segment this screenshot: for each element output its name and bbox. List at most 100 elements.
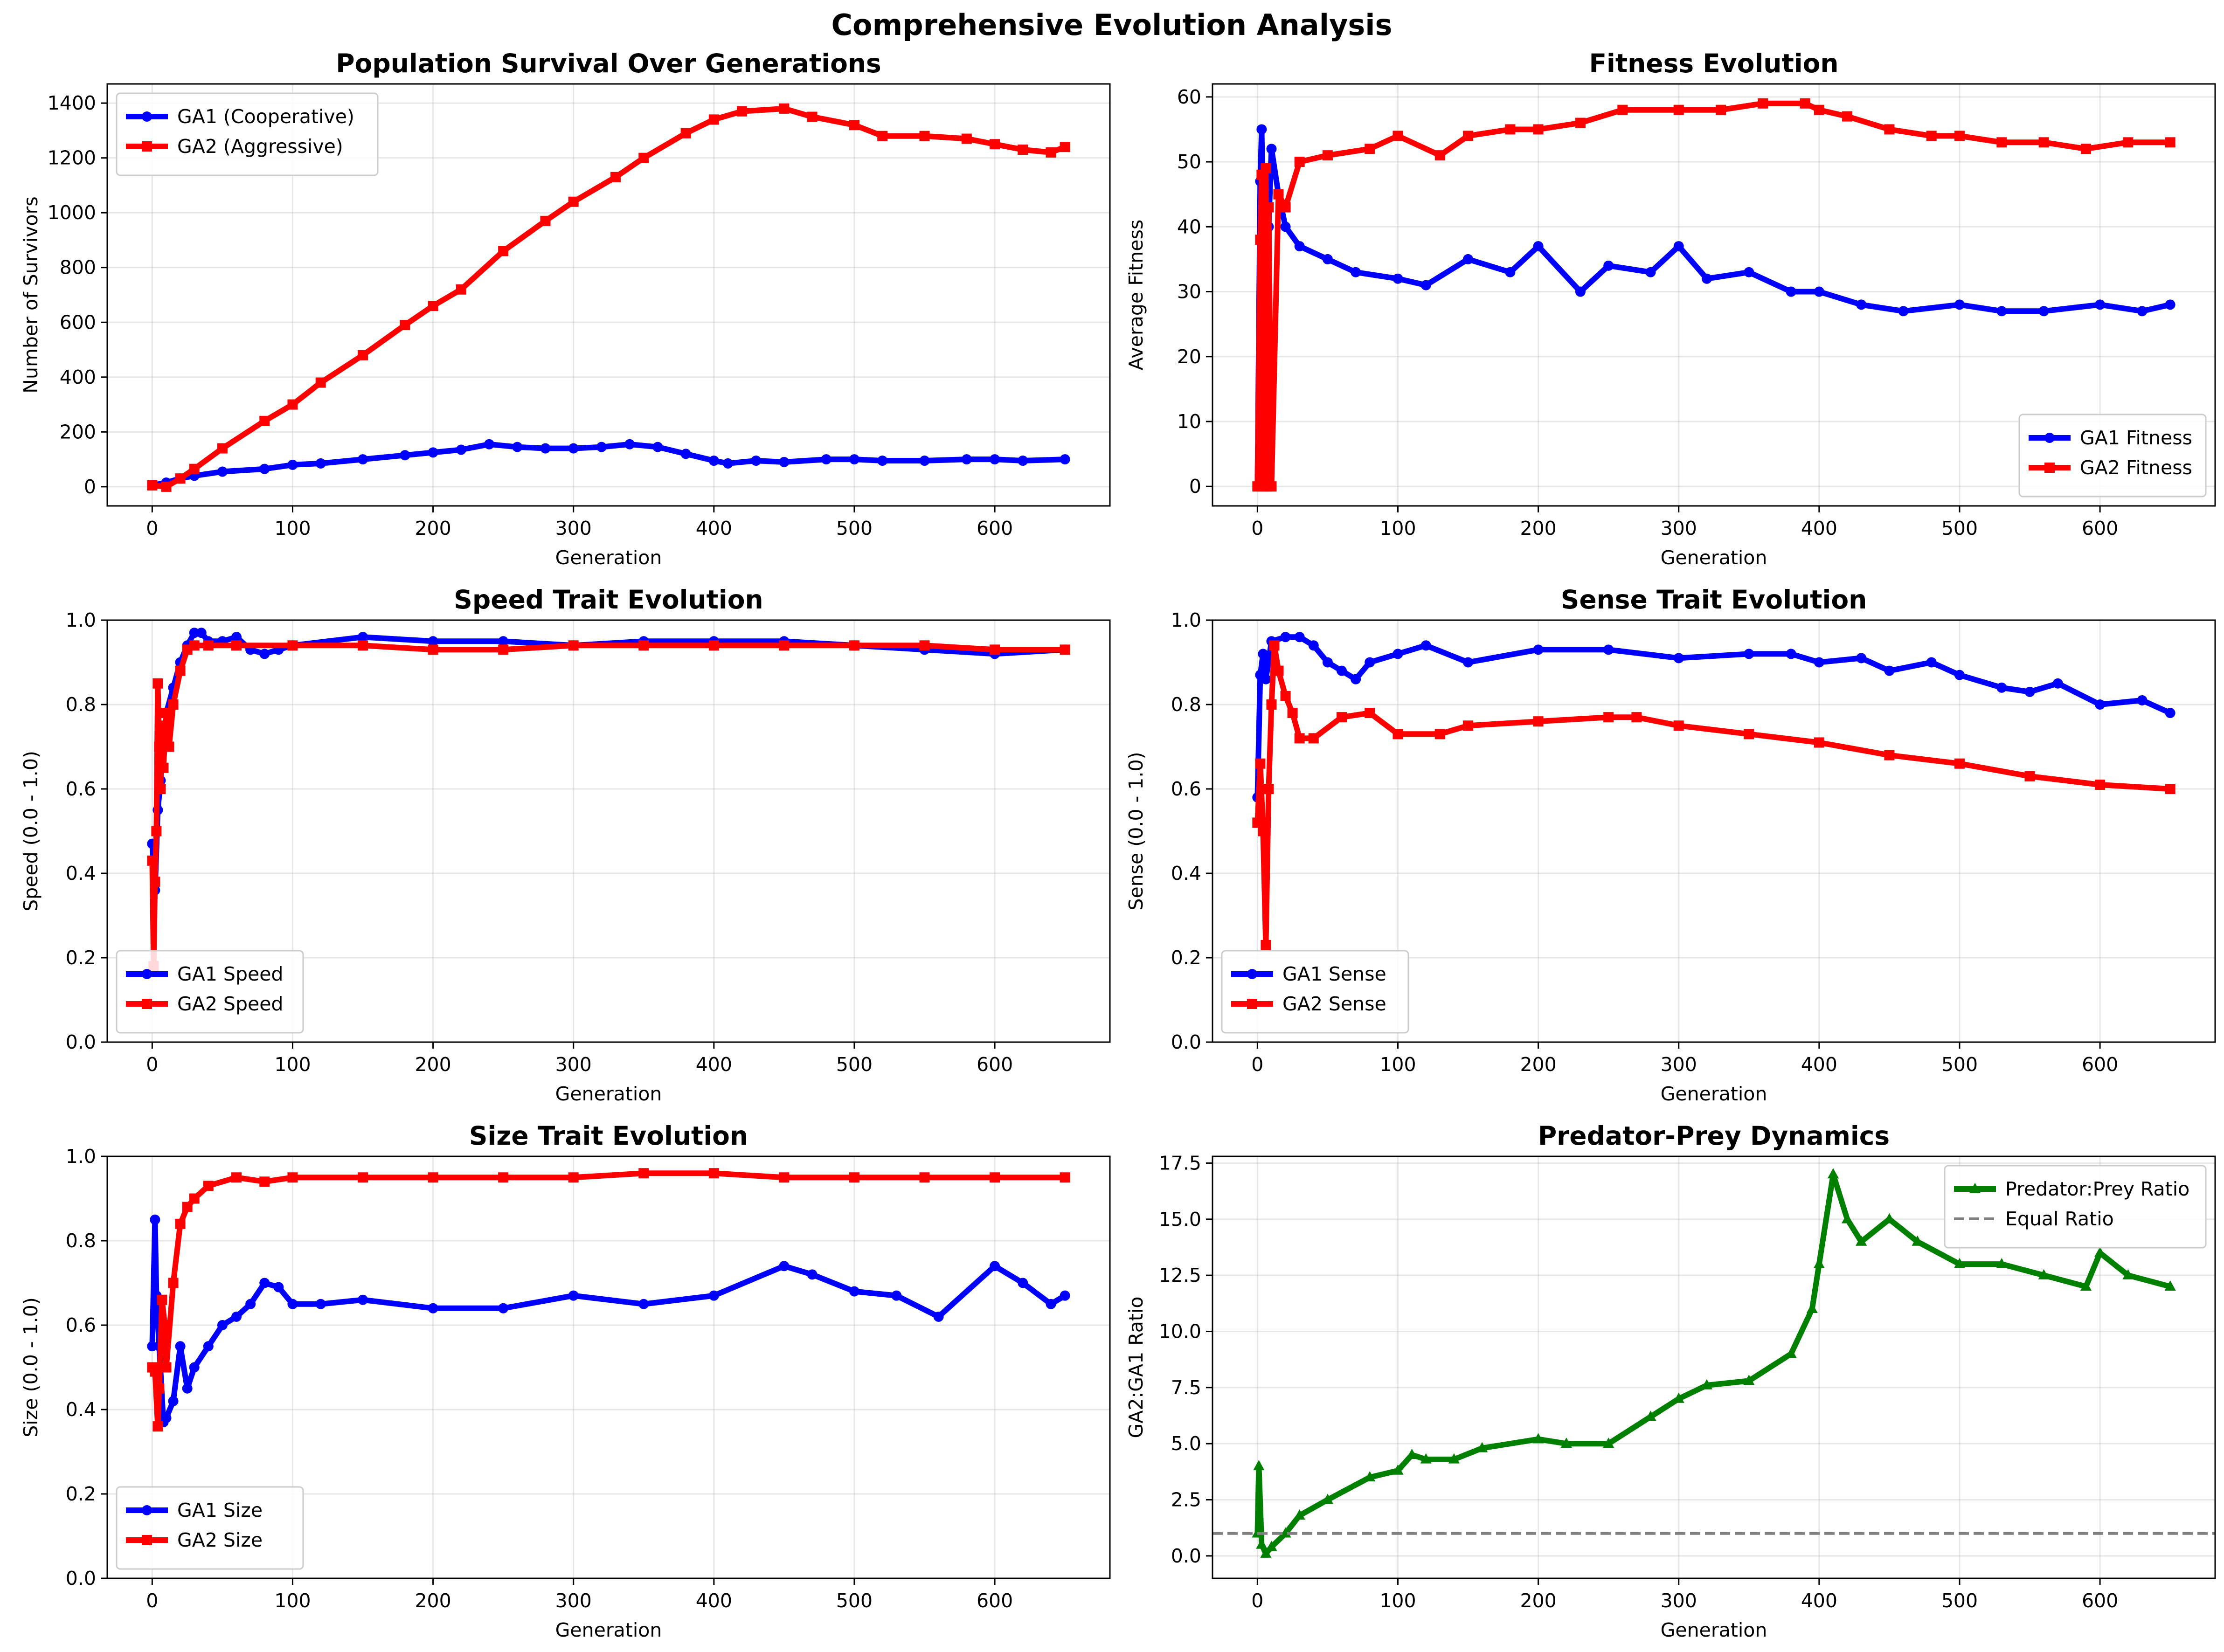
data-point: [1926, 131, 1937, 141]
x-axis-label: Generation: [1661, 1083, 1767, 1105]
data-point: [919, 131, 930, 141]
data-point: [849, 1286, 859, 1297]
data-point: [1856, 653, 1867, 664]
data-point: [428, 644, 438, 655]
data-point: [1701, 1379, 1713, 1389]
y-tick-label: 20: [1177, 346, 1201, 368]
y-tick-label: 0.0: [1171, 1545, 1201, 1567]
data-point: [821, 454, 831, 465]
data-point: [155, 784, 166, 794]
data-point: [1322, 254, 1333, 264]
data-point: [203, 1181, 214, 1191]
data-point: [315, 458, 326, 469]
data-point: [217, 443, 228, 454]
data-point: [428, 1303, 438, 1313]
data-point: [1261, 940, 1271, 950]
data-point: [779, 103, 790, 114]
legend: GA1 Size GA2 Size: [116, 1486, 304, 1570]
data-point: [807, 1269, 818, 1280]
data-point: [484, 439, 495, 449]
legend-marker: [142, 1505, 152, 1515]
plot-area: [147, 1168, 1070, 1432]
data-point: [161, 1413, 172, 1424]
subplot-2: 0 100 200 300 400 500 600 0 10 20 30 40 50 60 Fitness …: [1125, 48, 2216, 569]
data-point: [708, 456, 719, 466]
legend: GA1 Fitness GA2 Fitness: [2018, 414, 2207, 498]
data-point: [568, 196, 579, 207]
data-point: [259, 649, 270, 659]
data-point: [2137, 306, 2148, 317]
subplot-3: 0 100 200 300 400 500 600 0.0 0.2 0.4 0.6 0.8 1.0 Spe…: [20, 585, 1111, 1105]
data-point: [2080, 1280, 2092, 1291]
data-point: [2095, 699, 2106, 710]
data-point: [1322, 1493, 1334, 1504]
data-point: [315, 1299, 326, 1309]
x-tick-label: 200: [1520, 1053, 1556, 1076]
data-point: [919, 456, 930, 466]
x-tick-label: 500: [1941, 1053, 1978, 1076]
data-point: [1758, 98, 1768, 109]
legend-label: GA1 Size: [177, 1499, 263, 1521]
data-point: [1716, 104, 1726, 115]
legend-label: GA1 Fitness: [2080, 427, 2192, 449]
legend: GA1 (Cooperative) GA2 (Aggressive): [116, 92, 379, 176]
data-point: [1884, 124, 1895, 135]
data-point: [1060, 1290, 1070, 1301]
data-point: [722, 458, 733, 469]
legend-label: GA2 Size: [177, 1529, 263, 1551]
x-tick-label: 400: [696, 1590, 732, 1612]
data-point: [512, 442, 523, 452]
y-tick-label: 0.8: [1171, 693, 1201, 716]
y-tick-label: 0.4: [1171, 862, 1201, 885]
data-point: [1280, 221, 1291, 232]
axes-frame: [106, 619, 1111, 1043]
data-point: [189, 628, 200, 638]
axes-frame: [1212, 619, 2216, 1043]
data-point: [1393, 729, 1403, 740]
y-tick-label: 0.0: [1171, 1031, 1201, 1053]
data-point: [1280, 202, 1291, 213]
legend-marker: [142, 111, 152, 122]
series-line-2: [1254, 643, 2173, 948]
y-tick-label: 1000: [48, 201, 96, 224]
x-axis-label: Generation: [1661, 546, 1767, 569]
data-point: [150, 1214, 160, 1225]
data-point: [1434, 150, 1445, 161]
data-point: [540, 215, 551, 226]
y-tick-label: 17.5: [1159, 1152, 1201, 1174]
data-point: [189, 1362, 200, 1373]
data-point: [175, 1218, 186, 1229]
data-point: [1018, 1278, 1028, 1288]
x-tick-label: 0: [146, 517, 158, 539]
data-point: [498, 1303, 509, 1313]
subplot-title: Fitness Evolution: [1589, 48, 1838, 78]
data-point: [1505, 267, 1516, 277]
data-point: [259, 1176, 270, 1187]
data-point: [990, 1172, 1000, 1183]
subplot-title: Predator-Prey Dynamics: [1538, 1121, 1890, 1151]
data-point: [568, 1172, 579, 1183]
axes-frame: [106, 1155, 1111, 1579]
data-point: [217, 466, 228, 477]
data-point: [358, 350, 368, 360]
x-tick-label: 300: [1661, 517, 1697, 539]
data-point: [1884, 665, 1895, 676]
data-point: [1018, 145, 1028, 155]
data-point: [498, 1172, 509, 1183]
data-point: [1261, 163, 1271, 173]
data-point: [168, 1278, 179, 1288]
data-point: [1645, 267, 1656, 277]
data-point: [1365, 657, 1375, 668]
y-tick-label: 60: [1177, 86, 1201, 108]
data-point: [152, 1421, 163, 1432]
y-tick-label: 10.0: [1159, 1320, 1201, 1342]
data-point: [1287, 708, 1298, 719]
data-point: [1575, 118, 1586, 128]
subplot-5: 0 100 200 300 400 500 600 0.0 0.2 0.4 0.6 0.8 1.0 Siz…: [20, 1121, 1111, 1641]
data-point: [189, 640, 200, 651]
y-axis-label: Average Fitness: [1125, 220, 1147, 370]
data-point: [287, 1172, 298, 1183]
y-tick-label: 1.0: [66, 1145, 96, 1168]
data-point: [2165, 299, 2176, 310]
data-point: [919, 640, 930, 651]
